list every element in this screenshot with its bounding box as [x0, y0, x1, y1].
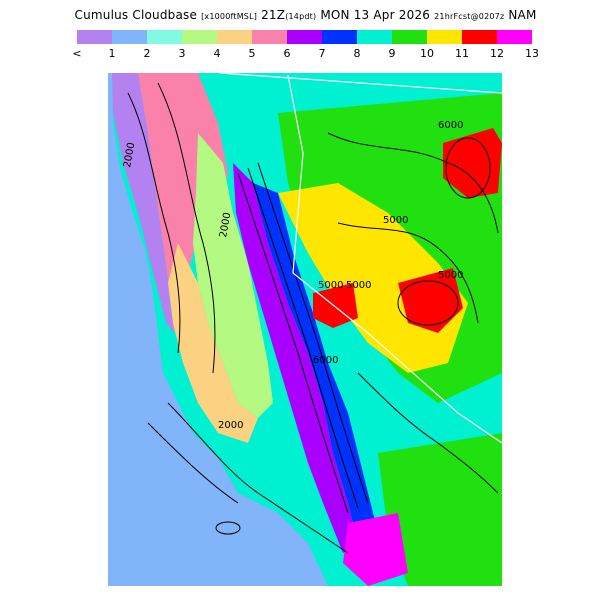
title-model: NAM	[508, 8, 537, 22]
legend-swatch	[147, 30, 182, 44]
legend-label: 8	[353, 47, 361, 60]
legend-label: 4	[213, 47, 221, 60]
coast-range	[138, 73, 228, 333]
legend-label: 2	[143, 47, 151, 60]
legend-swatch	[462, 30, 497, 44]
legend-swatch	[112, 30, 147, 44]
legend-label: 13	[525, 47, 539, 60]
legend-swatch	[427, 30, 462, 44]
terrain-contours	[127, 82, 499, 554]
south-green	[378, 433, 502, 586]
legend-label: 5	[248, 47, 256, 60]
legend-swatch	[322, 30, 357, 44]
legend-label: <	[72, 47, 82, 60]
legend-label: 1	[108, 47, 116, 60]
legend-label: 10	[420, 47, 434, 60]
color-legend	[77, 30, 532, 44]
title-units: [x1000ftMSL]	[201, 12, 258, 21]
title-date: MON 13 Apr 2026	[320, 8, 431, 22]
state-boundaries	[219, 73, 502, 444]
contour-label-group: 2000 5000 5000 6000 6000 5000 5000 2000 …	[122, 120, 463, 431]
contour-label: 2000	[122, 142, 137, 169]
cloudbase-map: 2000 5000 5000 6000 6000 5000 5000 2000 …	[108, 73, 502, 586]
contour-label: 6000	[313, 355, 338, 366]
legend-label: 6	[283, 47, 291, 60]
red-patch-north	[443, 128, 502, 198]
legend-labels: <1 2 3 4 5 6 7 8 9 10 11 12 13	[0, 47, 611, 61]
sierra-band	[233, 163, 358, 553]
map-title: Cumulus Cloudbase [x1000ftMSL] 21Z(14pdt…	[0, 8, 611, 22]
contour-label: 5000	[438, 270, 463, 281]
legend-swatch	[77, 30, 112, 44]
contour-label: 6000	[438, 120, 463, 131]
title-valid-time: 21Z	[261, 8, 286, 22]
title-product: Cumulus Cloudbase	[74, 8, 198, 22]
valley-peach	[168, 243, 258, 443]
central-valley	[193, 133, 273, 418]
contour-label: 2000	[218, 420, 243, 431]
legend-swatch	[217, 30, 252, 44]
coastal-band	[112, 73, 174, 333]
legend-label: 12	[490, 47, 504, 60]
contour-label: 5000	[318, 280, 343, 291]
south-magenta	[343, 513, 408, 586]
legend-swatch	[497, 30, 532, 44]
title-local-time: (14pdt)	[285, 12, 317, 21]
red-patch-central	[398, 268, 463, 333]
legend-swatch	[357, 30, 392, 44]
contour-label: 5000	[346, 280, 371, 291]
legend-label: 7	[318, 47, 326, 60]
title-forecast: 21hrFcst@0207z	[434, 12, 505, 21]
legend-swatch	[287, 30, 322, 44]
legend-swatch	[392, 30, 427, 44]
legend-label: 9	[388, 47, 396, 60]
legend-swatch	[252, 30, 287, 44]
contour-label: 5000	[383, 215, 408, 226]
contour-label: 2000	[218, 212, 233, 239]
legend-swatch	[182, 30, 217, 44]
legend-label: 11	[455, 47, 469, 60]
legend-label: 3	[178, 47, 186, 60]
